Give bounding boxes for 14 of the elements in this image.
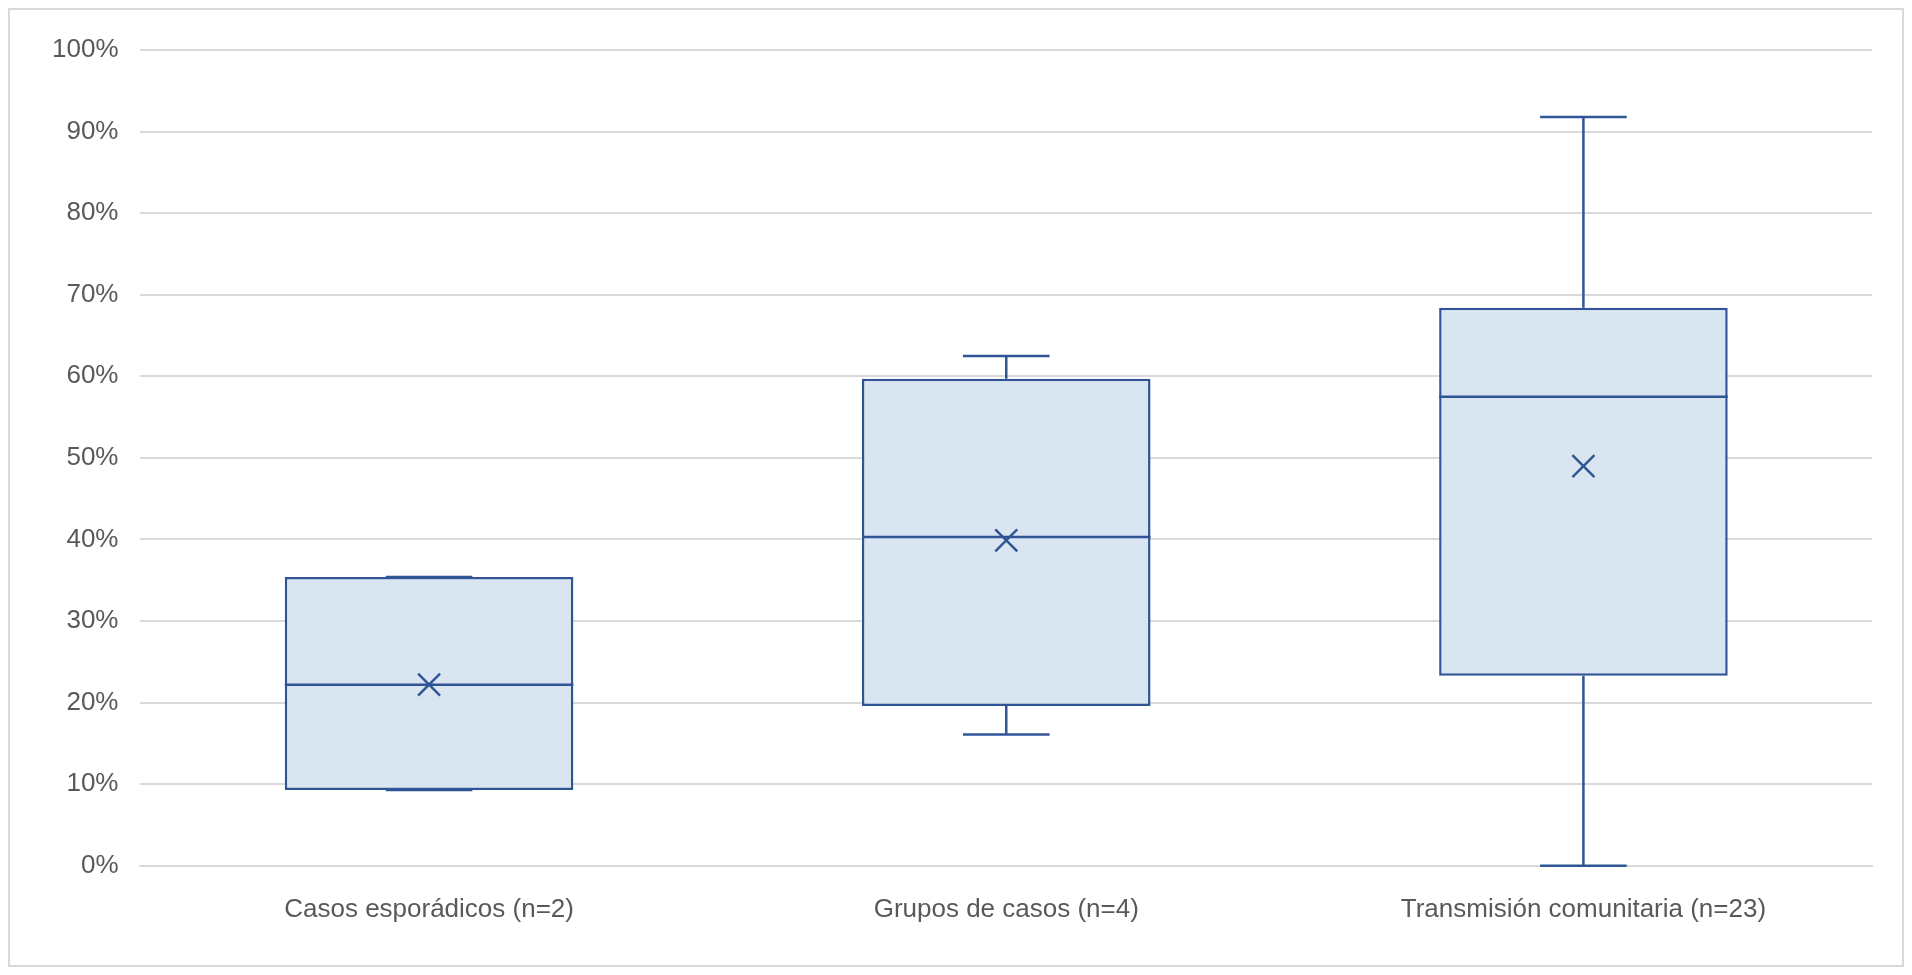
y-tick-label: 90% (66, 114, 119, 145)
y-tick-label: 70% (66, 277, 119, 308)
y-tick-label: 30% (66, 604, 119, 635)
x-tick-label: Transmisión comunitaria (n=23) (1400, 892, 1767, 923)
x-tick-label: Casos esporádicos (n=2) (284, 892, 574, 923)
y-tick-label: 50% (66, 441, 119, 472)
y-tick-label: 60% (66, 359, 119, 390)
y-tick-label: 80% (66, 196, 119, 227)
y-tick-label: 20% (66, 685, 119, 716)
x-tick-label: Grupos de casos (n=4) (873, 892, 1139, 923)
y-tick-label: 100% (52, 33, 119, 64)
y-tick-label: 40% (66, 522, 119, 553)
y-tick-label: 0% (80, 848, 119, 879)
y-tick-label: 10% (66, 767, 119, 798)
